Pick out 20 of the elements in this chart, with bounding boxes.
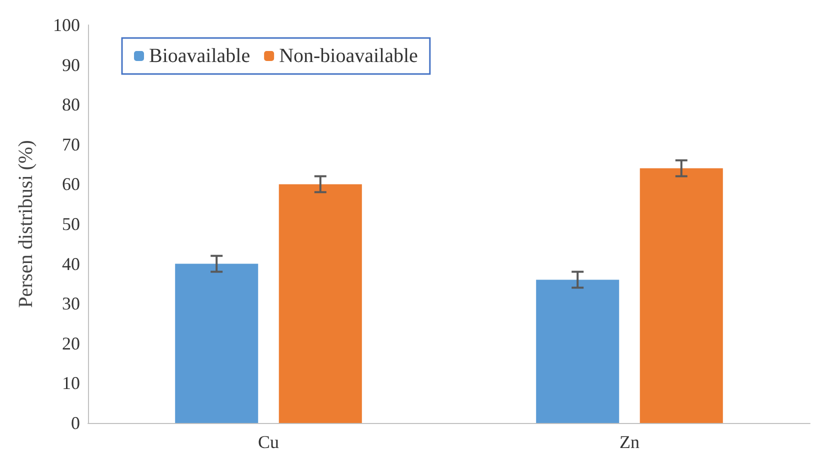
y-tick-label: 70	[62, 134, 80, 154]
y-tick-label: 30	[62, 294, 80, 314]
bar	[640, 168, 723, 423]
y-tick-label: 80	[62, 94, 80, 115]
y-tick-label: 0	[71, 413, 80, 433]
y-tick-label: 10	[62, 373, 80, 394]
legend-label: Bioavailable	[149, 45, 250, 67]
y-tick-label: 20	[62, 333, 80, 354]
y-tick-label: 60	[62, 174, 80, 194]
y-tick-label: 90	[62, 54, 80, 75]
y-axis-title: Persen distribusi (%)	[15, 140, 37, 308]
bar	[278, 184, 362, 423]
x-tick-label: Zn	[620, 432, 640, 452]
y-tick-label: 100	[53, 15, 80, 35]
bar	[175, 264, 258, 423]
bar	[536, 280, 620, 423]
y-tick-label: 40	[62, 254, 80, 274]
y-tick-label: 50	[62, 214, 80, 234]
legend-label: Non-bioavailable	[279, 45, 418, 67]
x-tick-label: Cu	[258, 432, 280, 452]
